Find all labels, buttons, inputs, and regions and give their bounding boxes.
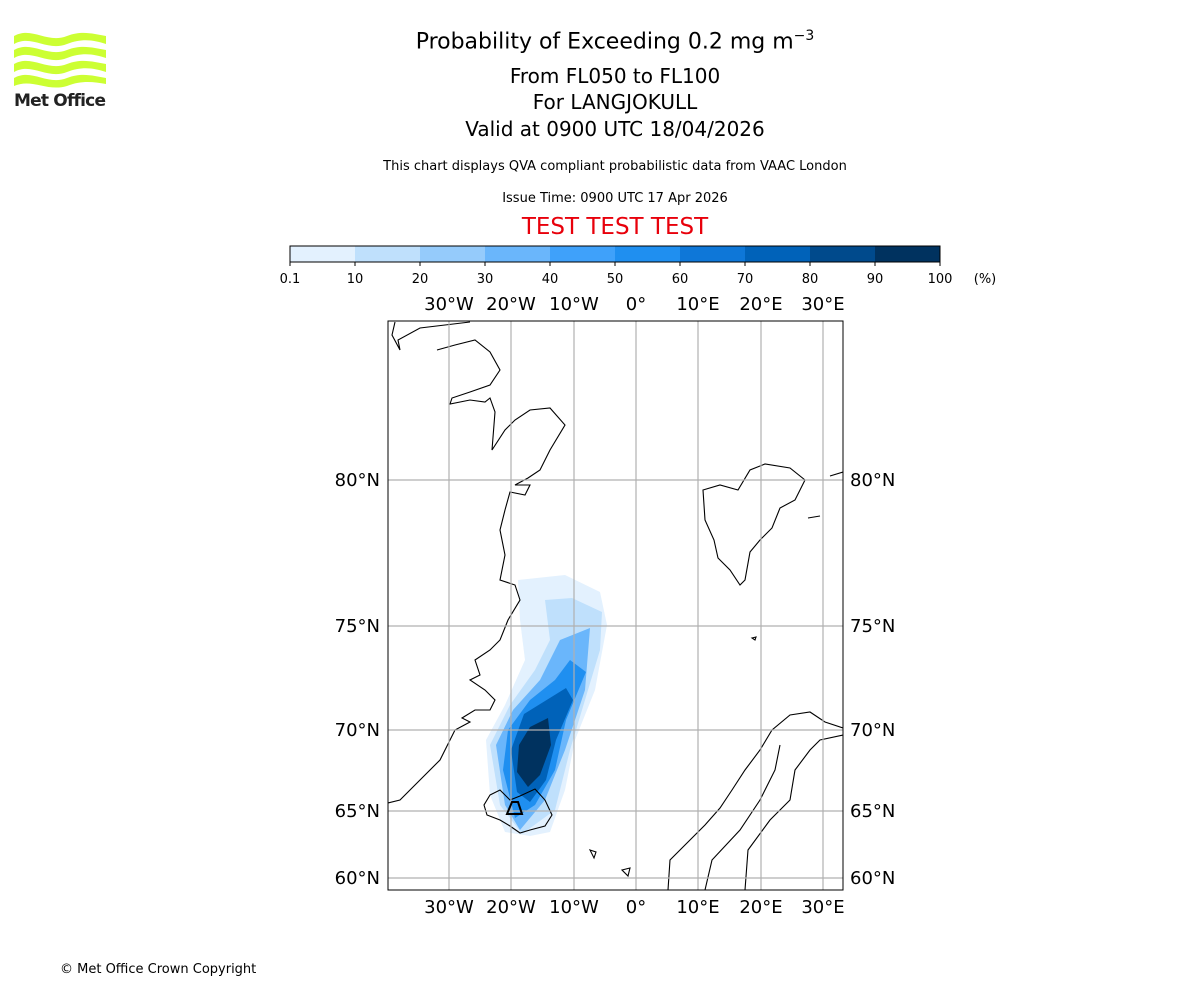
colorbar-bin [550,246,616,262]
copyright: © Met Office Crown Copyright [60,962,257,977]
lat-label-right: 80°N [850,470,895,491]
plume-contour [517,718,551,787]
lon-label-bottom: 30°E [801,897,844,918]
met-office-logo [12,30,108,114]
lon-label-top: 10°W [549,294,599,315]
subtitle: This chart displays QVA compliant probab… [383,159,847,174]
colorbar-tick-label: 0.1 [280,272,301,287]
lat-label-left: 75°N [335,616,380,637]
small-islands [588,471,843,878]
lat-label-right: 70°N [850,720,895,741]
lon-label-bottom: 0° [626,897,646,918]
lon-label-bottom: 20°W [486,897,536,918]
lat-label-left: 70°N [335,720,380,741]
colorbar-bin [290,246,356,262]
iceland-coast [483,788,553,834]
lon-label-bottom: 10°E [676,897,719,918]
colorbar-tick-label: 80 [802,272,819,287]
colorbar-tick-label: 60 [672,272,689,287]
lon-label-top: 10°E [676,294,719,315]
issue-time: Issue Time: 0900 UTC 17 Apr 2026 [502,191,728,206]
colorbar-tick-label: 50 [607,272,624,287]
lon-label-top: 30°W [424,294,474,315]
lon-label-top: 20°E [739,294,782,315]
colorbar-bin [615,246,681,262]
lat-label-right: 60°N [850,868,895,889]
colorbar-tick-label: 40 [542,272,559,287]
graticule [388,321,843,890]
valid-time: Valid at 0900 UTC 18/04/2026 [465,117,765,141]
lon-label-bottom: 20°E [739,897,782,918]
colorbar: 0.1 10 20 30 40 50 60 70 80 90 100 (%) [280,245,997,287]
title-text: Probability of Exceeding 0.2 mg m [415,29,794,55]
colorbar-tick-label: 10 [347,272,364,287]
lon-label-top: 30°E [801,294,844,315]
colorbar-tick-label: 20 [412,272,429,287]
map-area: 30°W 30°W 20°W 20°W 10°W 10°W 0° 0° 10°E 10°E 20°E… [335,294,896,918]
colorbar-bin [485,246,551,262]
location: For LANGJOKULL [532,90,698,114]
colorbar-tick-label: 100 [928,272,953,287]
map-frame [387,320,844,891]
ash-plume [486,575,607,836]
colorbar-tick-label: 90 [867,272,884,287]
colorbar-bin [355,246,421,262]
logo-text: Met Office [14,91,106,111]
lat-label-left: 65°N [335,801,380,822]
volcano-marker [505,801,524,815]
lon-label-top: 20°W [486,294,536,315]
scandinavia-coast [667,711,843,890]
colorbar-bin [420,246,486,262]
lon-label-bottom: 10°W [549,897,599,918]
lat-label-right: 65°N [850,801,895,822]
test-banner: TEST TEST TEST [521,214,709,240]
svalbard-coast [702,463,806,586]
colorbar-tick-label: 30 [477,272,494,287]
axis-labels: 30°W 30°W 20°W 20°W 10°W 10°W 0° 0° 10°E 10°E 20°E… [335,294,896,918]
chart-title: Probability of Exceeding 0.2 mg m−3 [0,28,1200,54]
lat-label-right: 75°N [850,616,895,637]
colorbar-unit: (%) [974,272,997,287]
greenland-north-coast [388,321,566,804]
title-exponent: −3 [793,28,815,44]
colorbar-bin [875,246,941,262]
colorbar-bin [680,246,746,262]
colorbar-bin [745,246,811,262]
lat-label-left: 80°N [335,470,380,491]
lon-label-bottom: 30°W [424,897,474,918]
flight-levels: From FL050 to FL100 [509,64,721,88]
colorbar-bin [810,246,876,262]
sweden-finland-border [704,734,843,890]
colorbar-tick-label: 70 [737,272,754,287]
lat-label-left: 60°N [335,868,380,889]
lon-label-top: 0° [626,294,646,315]
